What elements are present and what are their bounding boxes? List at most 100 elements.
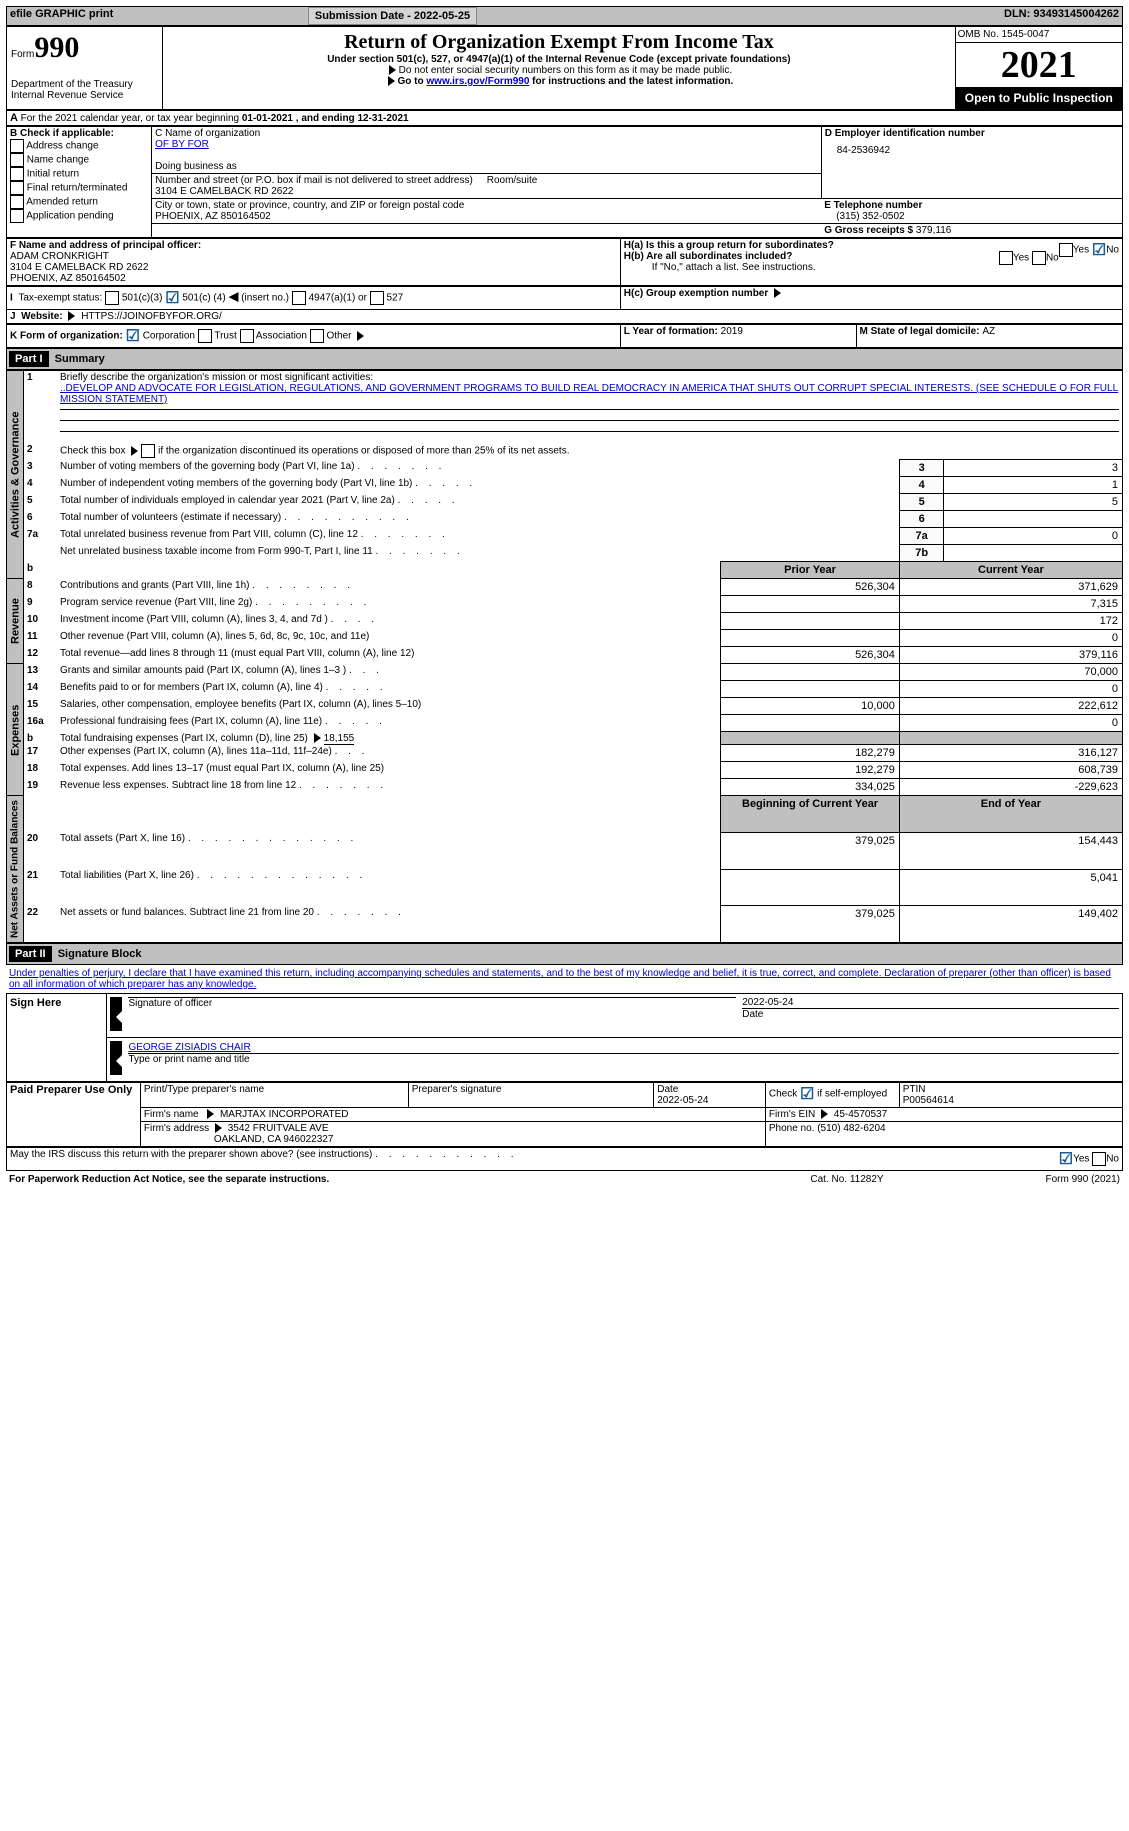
org-name[interactable]: OF BY FOR	[155, 139, 209, 150]
c17: 316,127	[899, 745, 1122, 762]
c11: 0	[899, 630, 1122, 647]
v6	[944, 511, 1123, 528]
ein: 84-2536942	[825, 139, 1119, 156]
chk-initial[interactable]	[10, 167, 24, 181]
paid-preparer: Paid Preparer Use Only	[7, 1083, 141, 1147]
chk-selfemp[interactable]: ☑	[800, 1086, 814, 1103]
sig-date: 2022-05-24	[742, 997, 1119, 1008]
c9: 7,315	[899, 596, 1122, 613]
firm-phone: (510) 482-6204	[817, 1123, 885, 1134]
irs-link[interactable]: www.irs.gov/Form990	[426, 76, 529, 87]
open-inspection: Open to Public Inspection	[956, 87, 1122, 109]
p17: 182,279	[721, 745, 900, 762]
c12: 379,116	[899, 647, 1122, 664]
signature-block: Sign Here Signature of officer 2022-05-2…	[6, 993, 1123, 1082]
form-label: Form	[11, 49, 34, 60]
city: PHOENIX, AZ 850164502	[155, 211, 271, 222]
c10: 172	[899, 613, 1122, 630]
p20: 379,025	[721, 832, 900, 869]
chk-address[interactable]	[10, 139, 24, 153]
omb: OMB No. 1545-0047	[956, 27, 1122, 43]
ha-no[interactable]: ☑	[1092, 242, 1106, 259]
v7a: 0	[944, 528, 1123, 545]
footer: For Paperwork Reduction Act Notice, see …	[6, 1173, 1123, 1186]
p15: 10,000	[721, 698, 900, 715]
mission: ..DEVELOP AND ADVOCATE FOR LEGISLATION, …	[60, 383, 1118, 405]
header-block: Form990 Department of the Treasury Inter…	[6, 26, 1123, 110]
chk-discontinued[interactable]	[141, 444, 155, 458]
chk-name[interactable]	[10, 153, 24, 167]
c8: 371,629	[899, 579, 1122, 596]
page-title: Return of Organization Exempt From Incom…	[167, 31, 950, 54]
submission-date: Submission Date - 2022-05-25	[308, 7, 477, 25]
c-name-label: C Name of organization	[155, 128, 260, 139]
efile: efile GRAPHIC print	[7, 7, 308, 26]
c19: -229,623	[899, 779, 1122, 796]
note1: Do not enter social security numbers on …	[399, 65, 732, 76]
chk-trust[interactable]	[198, 329, 212, 343]
form-page: Form 990 (2021)	[938, 1173, 1123, 1186]
v3: 3	[944, 460, 1123, 477]
chk-corp[interactable]: ☑	[126, 328, 140, 345]
topbar: efile GRAPHIC print Submission Date - 20…	[6, 6, 1123, 26]
prep-date: 2022-05-24	[657, 1095, 708, 1106]
part2-title: Signature Block	[58, 948, 142, 960]
side-expenses: Expenses	[7, 664, 24, 796]
discuss-no[interactable]	[1092, 1152, 1106, 1166]
c16a: 0	[899, 715, 1122, 732]
d-label: D Employer identification number	[825, 128, 1119, 139]
c22: 149,402	[899, 906, 1122, 943]
signer-name: GEORGE ZISIADIS CHAIR	[128, 1042, 250, 1053]
chk-amended[interactable]	[10, 195, 24, 209]
p8: 526,304	[721, 579, 900, 596]
officer-addr: 3104 E CAMELBACK RD 2622 PHOENIX, AZ 850…	[10, 262, 148, 284]
chk-4947[interactable]	[292, 291, 306, 305]
p22: 379,025	[721, 906, 900, 943]
chk-527[interactable]	[370, 291, 384, 305]
b-label: B Check if applicable:	[10, 128, 148, 139]
year-formed: 2019	[721, 326, 743, 337]
v7b	[944, 545, 1123, 562]
tax-year: 2021	[956, 43, 1122, 87]
officer-name: ADAM CRONKRIGHT	[10, 251, 109, 262]
dept: Department of the Treasury Internal Reve…	[11, 79, 158, 101]
subtitle: Under section 501(c), 527, or 4947(a)(1)…	[167, 54, 950, 65]
side-activities: Activities & Governance	[7, 371, 24, 579]
chk-assoc[interactable]	[240, 329, 254, 343]
form-number: 990	[34, 31, 79, 64]
firm-addr2: OAKLAND, CA 946022327	[144, 1134, 334, 1145]
chk-501c[interactable]: ☑	[165, 290, 179, 307]
preparer-block: Paid Preparer Use Only Print/Type prepar…	[6, 1082, 1123, 1147]
sign-here: Sign Here	[7, 994, 107, 1082]
summary-table: Activities & Governance 1 Briefly descri…	[6, 370, 1123, 943]
hb-no[interactable]	[1032, 251, 1046, 265]
v5: 5	[944, 494, 1123, 511]
domicile: AZ	[982, 326, 995, 337]
firm-ein: 45-4570537	[834, 1109, 887, 1120]
line-a: A For the 2021 calendar year, or tax yea…	[7, 111, 1123, 126]
declaration: Under penalties of perjury, I declare th…	[6, 965, 1123, 993]
p18: 192,279	[721, 762, 900, 779]
p12: 526,304	[721, 647, 900, 664]
phone: (315) 352-0502	[824, 211, 904, 222]
firm-name: MARJTAX INCORPORATED	[220, 1109, 349, 1120]
chk-other[interactable]	[310, 329, 324, 343]
part1-hdr: Part I	[9, 351, 49, 367]
v4: 1	[944, 477, 1123, 494]
hb-yes[interactable]	[999, 251, 1013, 265]
part1-title: Summary	[55, 353, 105, 365]
website[interactable]: HTTPS://JOINOFBYFOR.ORG/	[81, 311, 222, 322]
c18: 608,739	[899, 762, 1122, 779]
chk-501c3[interactable]	[105, 291, 119, 305]
c15: 222,612	[899, 698, 1122, 715]
c13: 70,000	[899, 664, 1122, 681]
side-netassets: Net Assets or Fund Balances	[7, 796, 24, 943]
ha-yes[interactable]	[1059, 243, 1073, 257]
officer-block: F Name and address of principal officer:…	[6, 238, 1123, 286]
paperwork: For Paperwork Reduction Act Notice, see …	[6, 1173, 756, 1186]
chk-final[interactable]	[10, 181, 24, 195]
c21: 5,041	[899, 869, 1122, 906]
entity-block: B Check if applicable: Address change Na…	[6, 126, 1123, 238]
discuss-yes[interactable]: ☑	[1059, 1151, 1073, 1168]
chk-app-pending[interactable]	[10, 209, 24, 223]
